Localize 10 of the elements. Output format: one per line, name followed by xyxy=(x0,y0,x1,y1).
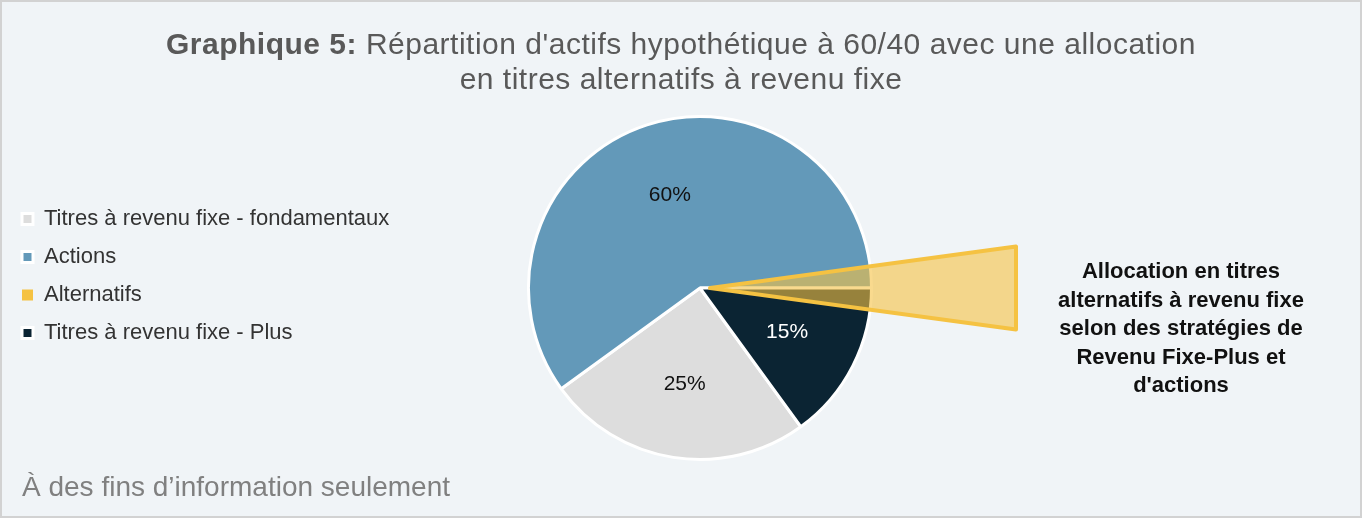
data-label: 60% xyxy=(648,181,691,205)
legend-label: Alternatifs xyxy=(44,281,142,307)
text: Allocation en titres alternatifs à revenu fixe selon des stratégies de Revenu Fixe-Plus et d'actions xyxy=(1057,257,1305,399)
chart-title: Graphique 5: Répartition d'actifs hypothétique à 60/40 avec une allocation en titres alternatifs à revenu fixe xyxy=(166,27,1196,95)
data-label: 25% xyxy=(663,371,706,395)
legend-label: Titres à revenu fixe - Plus xyxy=(44,319,293,345)
text: À des fins d’information seulement xyxy=(22,470,450,504)
legend-label: Titres à revenu fixe - fondamentaux xyxy=(44,205,390,231)
data-label: 15% xyxy=(766,319,809,343)
legend-label: Actions xyxy=(44,243,117,269)
